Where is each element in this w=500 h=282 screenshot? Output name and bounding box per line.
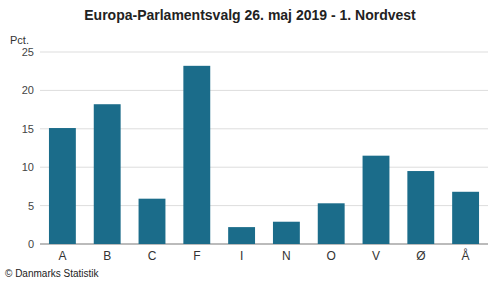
x-tick-label: N	[282, 249, 291, 263]
y-tick-label: 0	[28, 238, 34, 250]
grid-line	[40, 52, 488, 53]
bars	[49, 66, 479, 244]
x-tick-label: Å	[462, 248, 470, 263]
grid-line	[40, 90, 488, 91]
grid	[40, 52, 488, 244]
x-tick-label: C	[148, 249, 157, 263]
bar	[407, 171, 434, 244]
y-tick-label: 20	[22, 84, 34, 96]
x-tick-label: F	[193, 249, 200, 263]
bar	[183, 66, 210, 244]
x-tick-label: B	[103, 249, 111, 263]
x-tick-label: O	[327, 249, 336, 263]
x-tick-label: V	[372, 249, 380, 263]
bar	[273, 222, 300, 244]
x-tick-label: I	[240, 249, 243, 263]
bar	[452, 192, 479, 244]
bar	[363, 156, 390, 244]
footer: © Danmarks Statistik	[5, 268, 100, 279]
y-tick-label: 25	[22, 46, 34, 58]
y-axis-label: Pct.	[10, 34, 29, 46]
title: Europa-Parlamentsvalg 26. maj 2019 - 1. …	[84, 7, 416, 23]
x-tick-label: A	[58, 249, 66, 263]
y-tick-label: 15	[22, 123, 34, 135]
y-tick-label: 5	[28, 200, 34, 212]
bar	[49, 128, 76, 244]
bar	[228, 227, 255, 244]
background	[0, 0, 500, 282]
bar	[94, 104, 121, 244]
chart: Europa-Parlamentsvalg 26. maj 2019 - 1. …	[0, 0, 500, 282]
bar	[318, 203, 345, 244]
y-tick-label: 10	[22, 161, 34, 173]
bar	[139, 199, 166, 244]
x-tick-label: Ø	[416, 249, 425, 263]
